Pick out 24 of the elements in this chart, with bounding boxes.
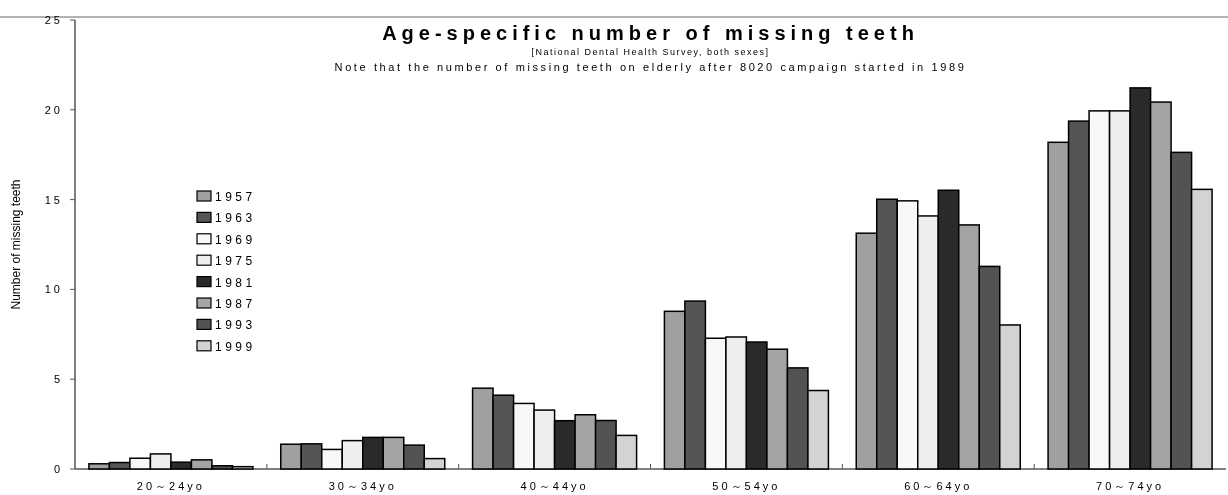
y-tick-label: 25 — [44, 14, 63, 26]
legend-label: 1981 — [215, 275, 256, 290]
x-tick-label: 50～54yo — [712, 480, 781, 492]
chart-title: Age-specific number of missing teeth — [382, 22, 919, 44]
x-tick-label: 60～64yo — [904, 480, 973, 492]
y-tick-label: 5 — [53, 373, 63, 386]
legend-label: 1975 — [215, 254, 256, 269]
y-tick-label: 15 — [44, 193, 63, 206]
y-tick-label: 10 — [44, 283, 63, 296]
x-tick-label: 70～74yo — [1096, 480, 1165, 492]
legend-label: 1957 — [215, 190, 256, 204]
legend-label: 1969 — [215, 232, 256, 247]
y-tick-label: 20 — [44, 103, 63, 116]
text: [National Dental Health Survey, both sexes] — [531, 47, 770, 57]
x-tick-label: 30～34yo — [328, 480, 397, 492]
annotation: Note that the number of missing teeth on elderly after 8020 campaign started in 1989 — [334, 61, 967, 73]
x-tick-label: 40～44yo — [520, 480, 589, 492]
legend-label: 1963 — [215, 211, 256, 226]
y-tick-label: 0 — [53, 463, 63, 475]
legend-label: 1993 — [215, 318, 256, 333]
legend-label: 1999 — [215, 339, 256, 354]
x-tick-label: 20～24yo — [136, 480, 205, 492]
y-axis-title: Number of missing teeth — [9, 179, 23, 310]
legend-label: 1987 — [215, 297, 256, 311]
